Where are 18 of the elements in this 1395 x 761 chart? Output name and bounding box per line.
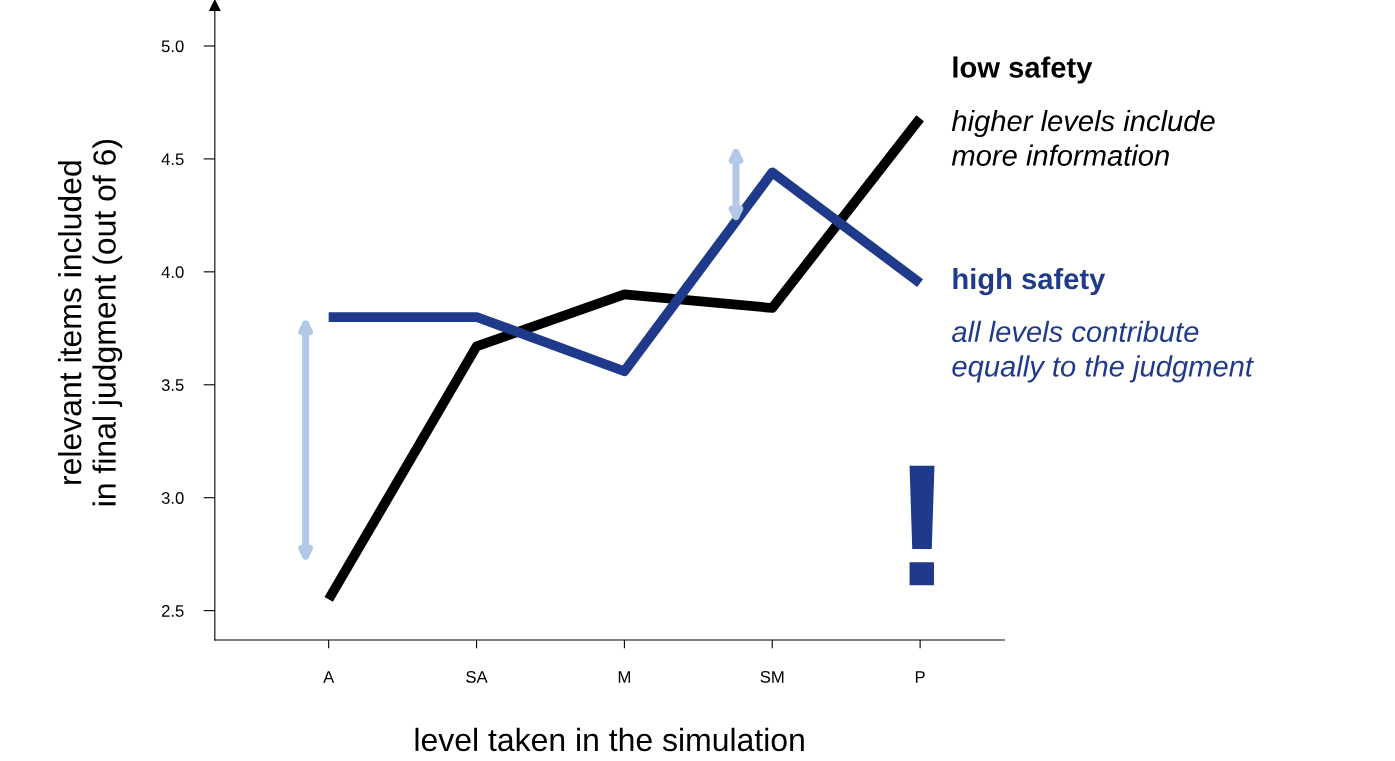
annotation: higher levels include more information <box>951 109 1215 166</box>
y-axis-title: relevant items included in final judgment (out of 6) <box>58 139 123 506</box>
series-label: low safety <box>953 56 1093 84</box>
y-tick-label: 3.0 <box>161 492 184 504</box>
annotation: all levels contribute equally to the judgment <box>952 320 1254 383</box>
y-tick-label: 4.5 <box>161 153 184 166</box>
x-tick-label: M <box>618 671 630 683</box>
x-tick-label: SA <box>466 671 488 683</box>
x-axis-title: level taken in the simulation <box>415 727 804 752</box>
x-tick-label: A <box>323 671 335 683</box>
series-label: high safety <box>953 267 1106 296</box>
x-tick-label: P <box>915 671 925 683</box>
annotation: ! <box>909 465 935 586</box>
y-tick-label: 3.5 <box>161 379 184 391</box>
x-tick-label: SM <box>760 671 784 683</box>
y-tick-label: 5.0 <box>161 40 184 53</box>
y-tick-label: 2.5 <box>161 605 184 617</box>
y-tick-label: 4.0 <box>161 266 184 279</box>
